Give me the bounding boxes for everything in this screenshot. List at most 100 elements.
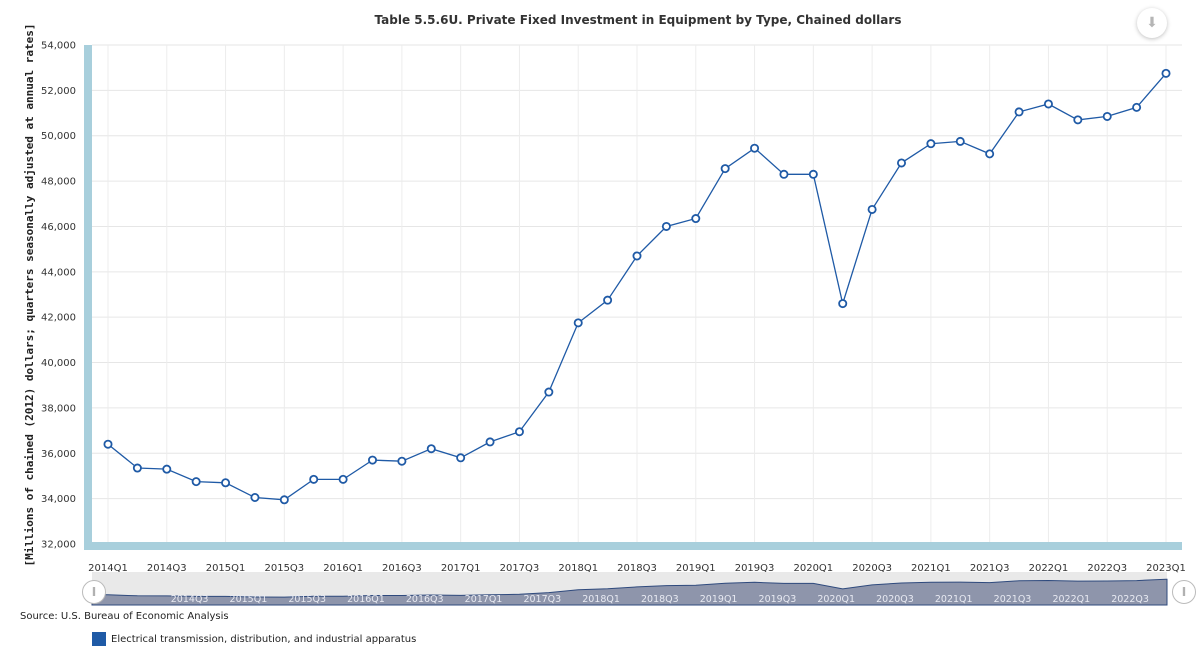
navigator-area — [91, 578, 1168, 606]
data-point — [573, 318, 583, 328]
y-tick-label: 52,000 — [41, 86, 76, 97]
y-tick-label: 36,000 — [41, 449, 76, 460]
y-tick-label: 32,000 — [41, 540, 76, 551]
data-point — [867, 204, 877, 214]
data-point — [926, 139, 936, 149]
x-tick-label: 2018Q3 — [617, 563, 657, 574]
x-tick-label: 2015Q3 — [264, 563, 304, 574]
navigator-tick-label: 2017Q1 — [465, 594, 503, 605]
x-tick-label: 2017Q1 — [441, 563, 481, 574]
data-point — [191, 477, 201, 487]
data-point — [103, 439, 113, 449]
data-point — [338, 474, 348, 484]
series-points — [103, 68, 1171, 505]
x-tick-label: 2023Q1 — [1146, 563, 1186, 574]
navigator-tick-label: 2021Q1 — [935, 594, 973, 605]
data-point — [367, 455, 377, 465]
x-tick-label: 2020Q3 — [852, 563, 892, 574]
data-point — [661, 221, 671, 231]
x-tick-label: 2014Q3 — [147, 563, 187, 574]
x-tick-label: 2022Q3 — [1087, 563, 1127, 574]
x-tick-label: 2014Q1 — [88, 563, 128, 574]
y-axis: 32,000 34,000 36,000 38,000 40,000 42,000 44,0… — [41, 41, 76, 551]
data-point — [1102, 111, 1112, 121]
data-point — [279, 495, 289, 505]
x-tick-label: 2017Q3 — [500, 563, 540, 574]
x-tick-label: 2019Q1 — [676, 563, 716, 574]
download-icon: ⬇ — [1146, 15, 1158, 31]
y-tick-label: 42,000 — [41, 313, 76, 324]
plot-bottom-band — [92, 542, 1182, 550]
data-point — [544, 387, 554, 397]
navigator-tick-label: 2020Q3 — [876, 594, 914, 605]
data-point — [250, 493, 260, 503]
navigator-tick-label: 2019Q3 — [759, 594, 797, 605]
x-tick-label: 2019Q3 — [735, 563, 775, 574]
download-button[interactable]: ⬇ — [1137, 8, 1167, 38]
legend-swatch — [92, 632, 106, 646]
y-tick-label: 54,000 — [41, 41, 76, 52]
y-tick-label: 34,000 — [41, 494, 76, 505]
y-tick-label: 50,000 — [41, 131, 76, 142]
data-point — [808, 169, 818, 179]
data-point — [426, 444, 436, 454]
data-point — [1073, 115, 1083, 125]
data-point — [632, 251, 642, 261]
navigator-tick-label: 2015Q1 — [230, 594, 268, 605]
data-point — [397, 456, 407, 466]
navigator-tick-label: 2016Q3 — [406, 594, 444, 605]
data-point — [221, 478, 231, 488]
navigator-tick-label: 2018Q1 — [582, 594, 620, 605]
data-point — [955, 136, 965, 146]
y-tick-label: 40,000 — [41, 358, 76, 369]
navigator[interactable]: 2014Q3 2015Q1 2015Q3 2016Q1 2016Q3 2017Q1 2017… — [91, 572, 1168, 606]
navigator-tick-label: 2021Q3 — [994, 594, 1032, 605]
legend-item[interactable]: Electrical transmission, distribution, a… — [92, 632, 416, 646]
data-point — [1132, 102, 1142, 112]
navigator-tick-label: 2015Q3 — [288, 594, 326, 605]
navigator-tick-label: 2022Q3 — [1111, 594, 1149, 605]
x-tick-label: 2020Q1 — [793, 563, 833, 574]
data-point — [691, 214, 701, 224]
data-point — [603, 295, 613, 305]
data-point — [132, 463, 142, 473]
data-point — [1161, 68, 1171, 78]
navigator-left-handle[interactable]: ‖ — [82, 580, 106, 604]
data-point — [456, 453, 466, 463]
data-point — [514, 427, 524, 437]
y-tick-label: 44,000 — [41, 267, 76, 278]
data-point — [309, 474, 319, 484]
navigator-ticks: 2014Q3 2015Q1 2015Q3 2016Q1 2016Q3 2017Q1 2017… — [171, 594, 1149, 605]
x-tick-label: 2022Q1 — [1029, 563, 1069, 574]
legend-label: Electrical transmission, distribution, a… — [111, 633, 417, 645]
data-point — [162, 464, 172, 474]
x-tick-label: 2021Q3 — [970, 563, 1010, 574]
source-note: Source: U.S. Bureau of Economic Analysis — [20, 611, 229, 622]
y-tick-label: 38,000 — [41, 403, 76, 414]
plot-left-band — [84, 45, 92, 550]
y-tick-label: 46,000 — [41, 222, 76, 233]
data-point — [897, 158, 907, 168]
navigator-right-handle[interactable]: ‖ — [1172, 580, 1196, 604]
data-point — [485, 437, 495, 447]
data-point — [1043, 99, 1053, 109]
navigator-tick-label: 2020Q1 — [817, 594, 855, 605]
navigator-tick-label: 2017Q3 — [523, 594, 561, 605]
x-tick-label: 2015Q1 — [206, 563, 246, 574]
x-tick-label: 2016Q1 — [323, 563, 363, 574]
navigator-tick-label: 2019Q1 — [700, 594, 738, 605]
data-point — [750, 143, 760, 153]
data-point — [720, 164, 730, 174]
navigator-tick-label: 2022Q1 — [1052, 594, 1090, 605]
navigator-tick-label: 2014Q3 — [171, 594, 209, 605]
chart-title: Table 5.5.6U. Private Fixed Investment i… — [375, 13, 902, 27]
data-point — [1014, 107, 1024, 117]
y-tick-label: 48,000 — [41, 177, 76, 188]
x-axis: 2014Q1 2014Q3 2015Q1 2015Q3 2016Q1 2016Q3 2017… — [88, 563, 1186, 574]
data-point — [985, 149, 995, 159]
x-tick-label: 2021Q1 — [911, 563, 951, 574]
x-tick-label: 2016Q3 — [382, 563, 422, 574]
y-axis-label: [Millions of chained (2012) dollars; qua… — [23, 23, 36, 566]
navigator-tick-label: 2016Q1 — [347, 594, 385, 605]
